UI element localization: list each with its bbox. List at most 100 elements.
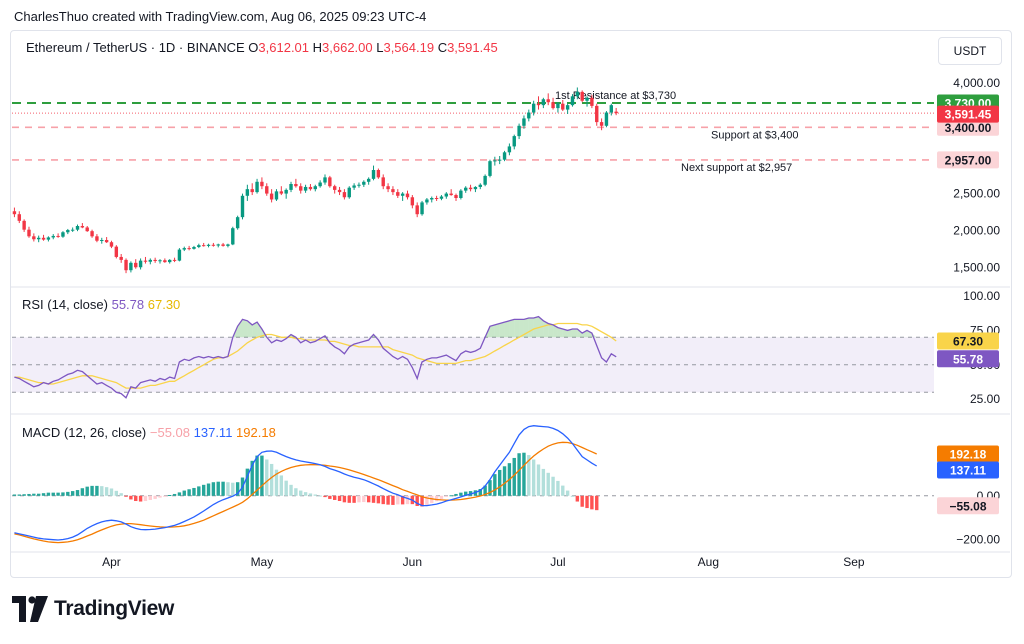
macd-signal-value: 192.18 bbox=[236, 425, 276, 440]
candle-body bbox=[56, 235, 60, 237]
open-label: O bbox=[248, 40, 258, 55]
candle-body bbox=[580, 91, 584, 101]
candle-body bbox=[599, 122, 604, 126]
macd-histogram-bar bbox=[192, 487, 196, 496]
macd-histogram-bar bbox=[318, 495, 322, 497]
macd-histogram-bar bbox=[100, 486, 104, 496]
candle-body bbox=[512, 136, 516, 147]
candle-body bbox=[61, 232, 65, 237]
rsi-value: 55.78 bbox=[112, 297, 148, 312]
macd-histogram-bar bbox=[187, 489, 191, 496]
candle-body bbox=[464, 187, 468, 191]
macd-histogram-bar bbox=[434, 495, 439, 502]
candle-body bbox=[177, 249, 182, 261]
macd-histogram-bar bbox=[66, 491, 70, 496]
macd-histogram-bar bbox=[269, 463, 274, 496]
macd-histogram-bar bbox=[22, 494, 26, 496]
candle-body bbox=[497, 159, 502, 161]
candle-body bbox=[468, 187, 473, 190]
high-label: H bbox=[313, 40, 322, 55]
macd-hist-value: −55.08 bbox=[150, 425, 194, 440]
macd-signal-line bbox=[14, 441, 597, 544]
rsi-ma-line bbox=[14, 322, 617, 389]
candle-body bbox=[541, 99, 546, 106]
macd-histogram-bar bbox=[313, 494, 317, 496]
macd-histogram-bar bbox=[541, 468, 546, 496]
candle-body bbox=[211, 244, 216, 246]
macd-histogram-bar bbox=[61, 492, 65, 496]
price-axis-tick: 2,000.00 bbox=[953, 223, 1000, 237]
candle-body bbox=[386, 186, 390, 190]
candle-body bbox=[556, 103, 560, 109]
macd-histogram-bar bbox=[226, 482, 230, 496]
candle-body bbox=[51, 235, 55, 238]
candle-body bbox=[454, 195, 458, 198]
macd-histogram-bar bbox=[12, 494, 17, 496]
macd-histogram-bar bbox=[391, 495, 395, 505]
macd-histogram-bar bbox=[478, 489, 482, 496]
macd-histogram-bar bbox=[221, 481, 225, 496]
candle-body bbox=[493, 160, 497, 162]
candle-body bbox=[420, 202, 424, 215]
candle-body bbox=[517, 125, 521, 137]
macd-histogram-bar bbox=[177, 492, 182, 496]
rsi-overbought-fill bbox=[494, 323, 500, 338]
candle-body bbox=[434, 198, 439, 199]
candle-body bbox=[187, 248, 191, 250]
macd-histogram-bar bbox=[289, 484, 293, 496]
candle-body bbox=[138, 260, 143, 268]
candle-body bbox=[313, 186, 317, 190]
candle-body bbox=[192, 247, 196, 249]
candle-body bbox=[148, 259, 152, 262]
macd-histogram-bar bbox=[352, 495, 356, 503]
candle-body bbox=[522, 118, 526, 126]
macd-histogram-bar bbox=[138, 495, 143, 502]
candle-body bbox=[289, 184, 293, 190]
macd-histogram-bar bbox=[143, 495, 148, 502]
rsi-overbought-fill bbox=[257, 322, 262, 338]
price-axis-tick: 4,000.00 bbox=[953, 76, 1000, 90]
candle-body bbox=[561, 103, 565, 110]
rsi-overbought-fill bbox=[499, 322, 505, 338]
macd-histogram-bar bbox=[561, 485, 565, 496]
candle-body bbox=[163, 260, 167, 263]
candle-body bbox=[274, 191, 279, 200]
candle-body bbox=[303, 186, 308, 191]
rsi-overbought-fill bbox=[528, 318, 534, 338]
macd-histogram-bar bbox=[255, 455, 259, 496]
macd-histogram-bar bbox=[109, 488, 114, 496]
rsi-overbought-fill bbox=[553, 324, 558, 338]
candle-body bbox=[459, 190, 463, 198]
macd-histogram-bar bbox=[265, 459, 269, 496]
candle-body bbox=[502, 152, 507, 160]
macd-badge: 137.11 bbox=[950, 463, 986, 477]
currency-button[interactable]: USDT bbox=[938, 37, 1002, 65]
candle-body bbox=[536, 103, 541, 106]
macd-histogram-bar bbox=[153, 495, 157, 499]
price-axis-tick: 2,500.00 bbox=[953, 187, 1000, 201]
macd-badge-bg bbox=[937, 461, 999, 479]
macd-histogram-bar bbox=[590, 495, 594, 510]
macd-histogram-bar bbox=[104, 487, 109, 496]
x-axis-tick: Sep bbox=[843, 555, 865, 569]
macd-histogram-bar bbox=[119, 493, 123, 496]
macd-histogram-bar bbox=[556, 480, 560, 496]
macd-histogram-bar bbox=[512, 457, 516, 496]
macd-histogram-bar bbox=[197, 486, 201, 496]
macd-histogram-bar bbox=[459, 492, 463, 496]
candle-body bbox=[260, 181, 264, 187]
macd-histogram-bar bbox=[464, 491, 468, 496]
macd-histogram-bar bbox=[303, 492, 308, 496]
macd-histogram-bar bbox=[90, 485, 94, 496]
level-label: 1st Resistance at $3,730 bbox=[555, 90, 676, 102]
candle-body bbox=[279, 191, 284, 194]
x-axis-tick: Jun bbox=[403, 555, 422, 569]
candle-body bbox=[143, 260, 148, 262]
candle-body bbox=[216, 244, 220, 246]
candle-body bbox=[430, 198, 434, 200]
candle-body bbox=[371, 170, 376, 179]
candle-body bbox=[391, 189, 395, 193]
rsi-overbought-fill bbox=[509, 319, 515, 338]
macd-signal-badge: 192.18 bbox=[950, 447, 987, 461]
